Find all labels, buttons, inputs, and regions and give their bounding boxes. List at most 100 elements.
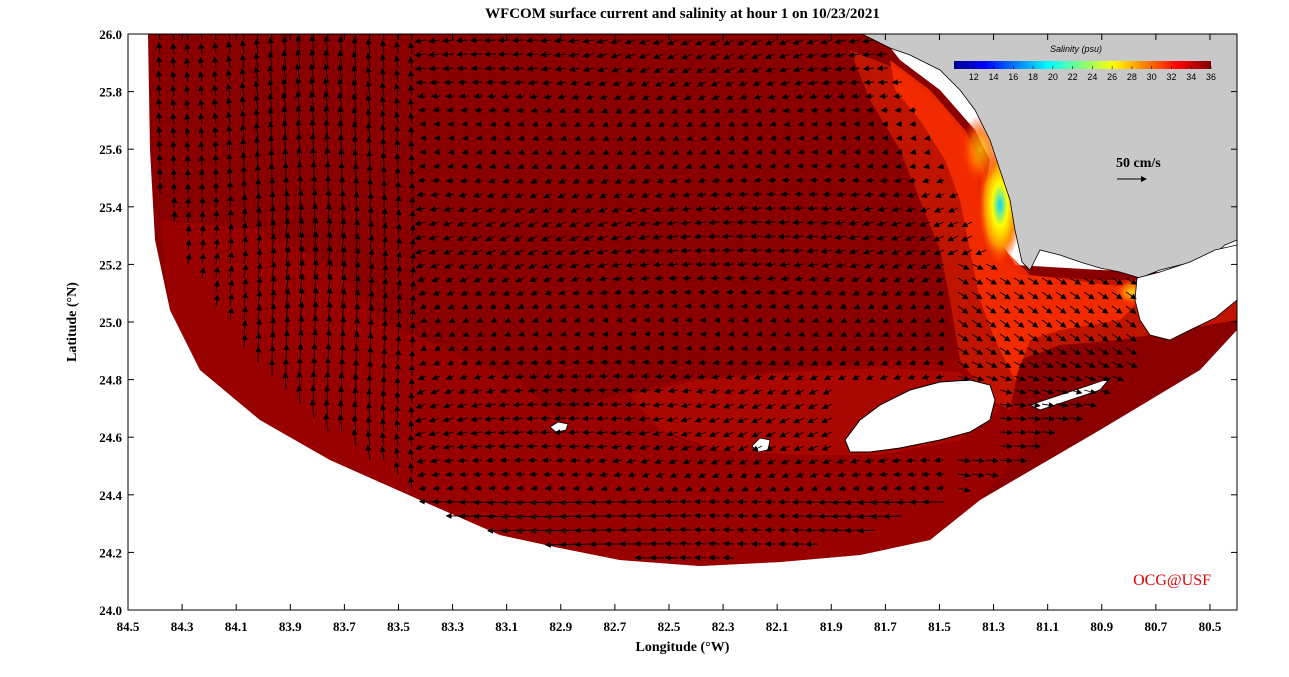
current-vector: [671, 107, 679, 114]
current-vector: [556, 207, 567, 213]
current-vector: [652, 53, 665, 60]
current-vector: [526, 65, 539, 72]
current-vector: [727, 303, 735, 310]
current-vector: [212, 126, 219, 139]
current-vector: [586, 359, 595, 366]
current-vector: [513, 235, 525, 242]
current-vector: [672, 135, 680, 141]
figure-title: WFCOM surface current and salinity at ho…: [485, 6, 880, 22]
current-vector: [516, 107, 525, 114]
current-vector: [641, 192, 651, 199]
current-vector: [253, 38, 260, 55]
current-vector: [442, 220, 455, 227]
current-vector: [765, 205, 777, 212]
current-vector: [681, 53, 693, 60]
current-vector: [708, 247, 721, 254]
current-vector: [212, 56, 219, 69]
current-vector: [685, 107, 693, 114]
current-vector: [792, 219, 805, 226]
current-vector: [226, 55, 233, 69]
current-vector: [198, 154, 205, 167]
current-vector: [644, 135, 652, 141]
current-vector: [198, 126, 205, 139]
current-vector: [778, 219, 791, 226]
current-vector: [543, 471, 553, 478]
current-vector: [831, 499, 847, 506]
current-vector: [513, 79, 525, 86]
current-vector: [831, 527, 847, 534]
current-vector: [834, 65, 847, 72]
current-vector: [557, 93, 567, 100]
current-vector: [531, 121, 539, 128]
current-vector: [256, 220, 263, 237]
current-vector: [156, 56, 163, 69]
current-vector: [212, 34, 219, 41]
current-vector: [823, 93, 833, 100]
current-vector: [489, 163, 497, 170]
current-vector: [484, 51, 497, 58]
current-vector: [414, 65, 427, 72]
current-vector: [694, 554, 707, 561]
current-vector: [849, 205, 861, 212]
current-vector: [630, 149, 638, 155]
current-vector: [722, 247, 735, 254]
current-vector: [808, 191, 819, 198]
current-vector: [658, 149, 665, 155]
current-vector: [569, 387, 581, 394]
current-vector: [185, 239, 192, 251]
current-vector: [554, 415, 567, 422]
scale-arrow-label: 50 cm/s: [1116, 156, 1161, 171]
current-vector: [834, 219, 847, 226]
current-vector: [610, 221, 623, 227]
current-vector: [862, 220, 875, 227]
current-vector: [629, 163, 637, 170]
current-vector: [933, 221, 945, 228]
y-tick-label: 24.6: [99, 430, 122, 445]
current-vector: [883, 513, 903, 520]
current-vector: [862, 37, 875, 44]
current-vector: [498, 51, 511, 58]
current-vector: [500, 207, 511, 213]
current-vector: [695, 261, 707, 268]
current-vector: [558, 107, 567, 114]
current-vector: [513, 249, 525, 256]
current-vector: [867, 163, 875, 170]
current-vector: [198, 140, 205, 153]
current-vector: [428, 65, 441, 72]
y-tick-label: 25.4: [99, 200, 122, 215]
current-vector: [184, 155, 191, 167]
colorbar-tick-label: 12: [968, 72, 979, 82]
current-vector: [240, 151, 247, 167]
current-vector: [724, 275, 735, 282]
current-vector: [709, 53, 721, 60]
current-vector: [949, 192, 959, 199]
current-vector: [694, 498, 707, 505]
current-vector: [723, 67, 735, 73]
current-vector: [226, 111, 233, 125]
current-vector: [834, 38, 847, 45]
current-vector: [414, 220, 427, 227]
current-vector: [571, 192, 581, 199]
colorbar-tick-label: 36: [1205, 72, 1217, 82]
current-vector: [695, 39, 707, 46]
current-vector: [512, 443, 525, 450]
current-vector: [753, 177, 763, 184]
y-tick-label: 25.2: [99, 257, 122, 272]
current-vector: [611, 66, 623, 73]
current-vector: [835, 79, 847, 86]
current-vector: [544, 107, 553, 114]
current-vector: [725, 289, 735, 296]
current-vector: [239, 109, 246, 125]
current-vector: [156, 84, 163, 97]
current-vector: [727, 121, 735, 127]
current-vector: [737, 53, 749, 60]
current-vector: [226, 41, 233, 55]
marquesas-area: [844, 379, 996, 453]
x-tick-label: 83.1: [495, 619, 518, 634]
current-vector: [587, 121, 595, 127]
current-vector: [820, 219, 833, 226]
current-vector: [184, 43, 191, 55]
current-vector: [862, 234, 875, 241]
current-vector: [657, 163, 665, 170]
current-vector: [695, 53, 707, 60]
